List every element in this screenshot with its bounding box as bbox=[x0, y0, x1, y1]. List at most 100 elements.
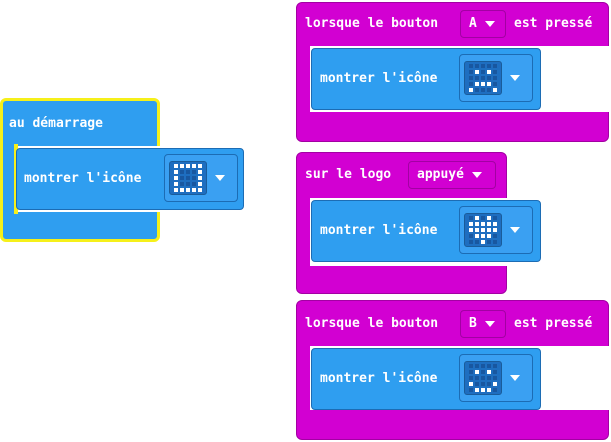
button-value: A bbox=[469, 16, 477, 31]
led-on bbox=[198, 182, 202, 186]
led-off bbox=[481, 76, 485, 80]
led-on bbox=[487, 388, 491, 392]
led-off bbox=[192, 176, 196, 180]
led-off bbox=[493, 82, 497, 86]
chevron-down-icon bbox=[215, 175, 225, 181]
icon-dropdown[interactable] bbox=[459, 354, 533, 402]
sad-face-icon bbox=[464, 61, 502, 95]
led-on bbox=[487, 216, 491, 220]
button-a-label-after: est pressé bbox=[514, 16, 593, 31]
logo-event-dropdown[interactable]: appuyé bbox=[408, 161, 496, 189]
led-off bbox=[493, 370, 497, 374]
led-off bbox=[469, 234, 473, 238]
led-off bbox=[469, 76, 473, 80]
led-on bbox=[475, 234, 479, 238]
led-off bbox=[469, 240, 473, 244]
led-on bbox=[475, 70, 479, 74]
led-on bbox=[174, 164, 178, 168]
led-off bbox=[493, 376, 497, 380]
led-off bbox=[475, 376, 479, 380]
led-off bbox=[469, 388, 473, 392]
led-on bbox=[186, 188, 190, 192]
led-off bbox=[180, 170, 184, 174]
square-icon bbox=[169, 161, 207, 195]
led-off bbox=[487, 76, 491, 80]
led-off bbox=[180, 176, 184, 180]
led-off bbox=[192, 182, 196, 186]
led-off bbox=[487, 88, 491, 92]
led-off bbox=[481, 70, 485, 74]
icon-dropdown[interactable] bbox=[164, 154, 238, 202]
led-on bbox=[487, 222, 491, 226]
chevron-down-icon bbox=[471, 172, 482, 178]
led-off bbox=[487, 364, 491, 368]
led-on bbox=[487, 82, 491, 86]
led-on bbox=[481, 228, 485, 232]
led-off bbox=[186, 170, 190, 174]
button-select-dropdown[interactable]: A bbox=[460, 10, 506, 38]
led-on bbox=[192, 164, 196, 168]
led-on bbox=[475, 370, 479, 374]
led-on bbox=[180, 164, 184, 168]
led-off bbox=[180, 182, 184, 186]
logo-event-value: appuyé bbox=[417, 167, 464, 182]
led-on bbox=[198, 176, 202, 180]
logo-label: sur le logo bbox=[305, 167, 392, 182]
button-b-show-icon-block[interactable]: montrer l'icône bbox=[311, 348, 541, 410]
led-on bbox=[174, 188, 178, 192]
led-on bbox=[186, 164, 190, 168]
show-icon-label: montrer l'icône bbox=[320, 71, 438, 86]
on-start-show-icon-block[interactable]: montrer l'icône bbox=[16, 148, 244, 210]
led-on bbox=[198, 170, 202, 174]
led-off bbox=[469, 370, 473, 374]
led-on bbox=[487, 228, 491, 232]
led-off bbox=[469, 70, 473, 74]
led-on bbox=[487, 234, 491, 238]
happy-face-icon bbox=[464, 361, 502, 395]
led-off bbox=[475, 240, 479, 244]
led-off bbox=[493, 388, 497, 392]
chevron-down-icon bbox=[510, 227, 520, 233]
logo-show-icon-block[interactable]: montrer l'icône bbox=[311, 200, 541, 262]
led-off bbox=[481, 364, 485, 368]
heart-icon bbox=[464, 213, 502, 247]
led-off bbox=[481, 376, 485, 380]
led-on bbox=[174, 182, 178, 186]
led-off bbox=[192, 170, 196, 174]
led-on bbox=[192, 188, 196, 192]
chevron-down-icon bbox=[484, 21, 495, 27]
show-icon-label: montrer l'icône bbox=[24, 171, 142, 186]
led-off bbox=[481, 382, 485, 386]
button-a-show-icon-block[interactable]: montrer l'icône bbox=[311, 48, 541, 110]
led-on bbox=[487, 370, 491, 374]
button-b-label-after: est pressé bbox=[514, 316, 593, 331]
led-on bbox=[469, 382, 473, 386]
led-on bbox=[469, 88, 473, 92]
chevron-down-icon bbox=[510, 375, 520, 381]
led-off bbox=[475, 88, 479, 92]
led-on bbox=[475, 216, 479, 220]
led-off bbox=[481, 88, 485, 92]
led-off bbox=[487, 240, 491, 244]
led-on bbox=[174, 176, 178, 180]
led-on bbox=[487, 70, 491, 74]
led-on bbox=[493, 228, 497, 232]
show-icon-label: montrer l'icône bbox=[320, 223, 438, 238]
chevron-down-icon bbox=[484, 321, 495, 327]
icon-dropdown[interactable] bbox=[459, 54, 533, 102]
led-on bbox=[475, 82, 479, 86]
show-icon-label: montrer l'icône bbox=[320, 371, 438, 386]
button-select-dropdown[interactable]: B bbox=[460, 310, 506, 338]
led-off bbox=[481, 370, 485, 374]
led-off bbox=[487, 382, 491, 386]
icon-dropdown[interactable] bbox=[459, 206, 533, 254]
led-on bbox=[469, 228, 473, 232]
led-off bbox=[469, 376, 473, 380]
led-off bbox=[475, 382, 479, 386]
led-off bbox=[493, 64, 497, 68]
led-off bbox=[493, 364, 497, 368]
led-off bbox=[475, 76, 479, 80]
button-b-label-before: lorsque le bouton bbox=[305, 316, 439, 331]
chevron-down-icon bbox=[510, 75, 520, 81]
led-off bbox=[481, 64, 485, 68]
